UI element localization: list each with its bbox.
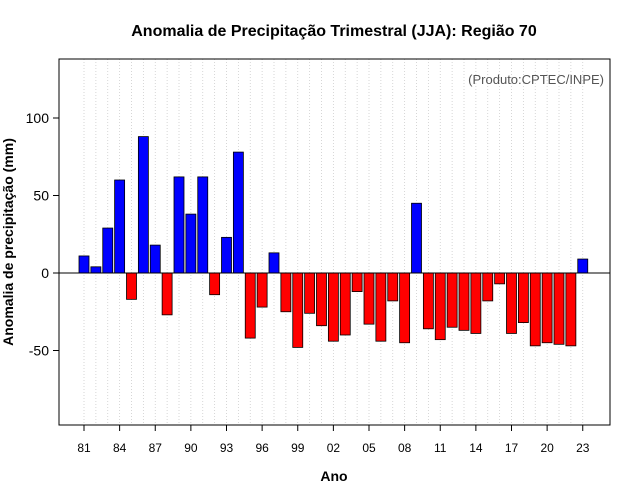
x-tick-label: 05 <box>362 441 376 455</box>
bar-2002 <box>327 272 339 342</box>
x-tick-label: 81 <box>77 441 91 455</box>
plot-frame <box>58 58 611 426</box>
bar-2000 <box>304 272 316 314</box>
bar-2020 <box>541 272 553 344</box>
bar-1989 <box>173 176 185 274</box>
bar-2001 <box>316 272 327 327</box>
bar-1982 <box>90 266 102 274</box>
bar-2011 <box>434 272 446 341</box>
x-tick-label: 90 <box>184 441 198 455</box>
x-tick-label: 17 <box>505 441 519 455</box>
bar-1990 <box>185 213 197 274</box>
bar-1998 <box>280 272 292 313</box>
x-axis-label: Ano <box>320 468 347 484</box>
bar-1984 <box>114 179 126 274</box>
x-tick-label: 11 <box>434 441 447 455</box>
bar-2008 <box>399 272 411 344</box>
x-tick-label: 23 <box>576 441 590 455</box>
y-tick-label: 50 <box>33 188 49 204</box>
bar-2005 <box>363 272 375 325</box>
x-tick-label: 08 <box>398 441 412 455</box>
y-axis: -50 0 50 100 <box>26 110 59 359</box>
x-axis: 81 84 87 90 93 96 99 02 05 08 11 14 17 20 23 <box>77 425 590 455</box>
x-tick-label: 93 <box>220 441 234 455</box>
x-tick-label: 84 <box>113 441 127 455</box>
bar-1992 <box>209 272 221 296</box>
bar-1991 <box>197 176 209 274</box>
bar-2023 <box>577 258 589 274</box>
x-tick-label: 87 <box>149 441 163 455</box>
y-tick-label: 100 <box>26 110 50 126</box>
bar-1983 <box>102 227 114 274</box>
x-tick-label: 02 <box>327 441 341 455</box>
bar-2014 <box>470 272 482 334</box>
bar-2003 <box>339 272 351 336</box>
bar-2013 <box>458 272 470 331</box>
bar-1981 <box>78 255 90 274</box>
bar-1986 <box>137 136 149 274</box>
bar-2022 <box>565 272 577 347</box>
bar-2012 <box>446 272 458 328</box>
x-tick-label: 14 <box>469 441 483 455</box>
y-tick-label: 0 <box>41 265 49 281</box>
bar-1985 <box>126 272 137 300</box>
bar-2019 <box>529 272 541 347</box>
x-tick-label: 20 <box>540 441 554 455</box>
grid <box>83 59 584 425</box>
y-axis-label: Anomalia de precipitação (mm) <box>0 138 16 346</box>
x-tick-label: 96 <box>255 441 269 455</box>
bar-2006 <box>375 272 387 342</box>
bar-1996 <box>256 272 268 308</box>
bar-2009 <box>411 202 422 274</box>
bar-1997 <box>268 252 280 274</box>
bar-2021 <box>553 272 565 345</box>
y-tick-label: -50 <box>29 343 49 359</box>
bar-1993 <box>221 236 232 274</box>
bar-2017 <box>506 272 517 334</box>
x-tick-label: 99 <box>291 441 305 455</box>
bar-2015 <box>482 272 494 302</box>
bar-2016 <box>494 272 506 285</box>
produto-annotation: (Produto:CPTEC/INPE) <box>468 72 604 87</box>
bar-1988 <box>161 272 173 316</box>
bar-2018 <box>517 272 529 323</box>
bar-1987 <box>149 244 161 274</box>
chart-title: Anomalia de Precipitação Trimestral (JJA… <box>131 23 537 40</box>
bar-2007 <box>387 272 399 302</box>
bar-2010 <box>422 272 434 330</box>
bars <box>78 136 589 348</box>
bar-1994 <box>232 151 244 274</box>
bar-1995 <box>244 272 256 339</box>
bar-2004 <box>351 272 363 293</box>
bar-1999 <box>292 272 304 348</box>
